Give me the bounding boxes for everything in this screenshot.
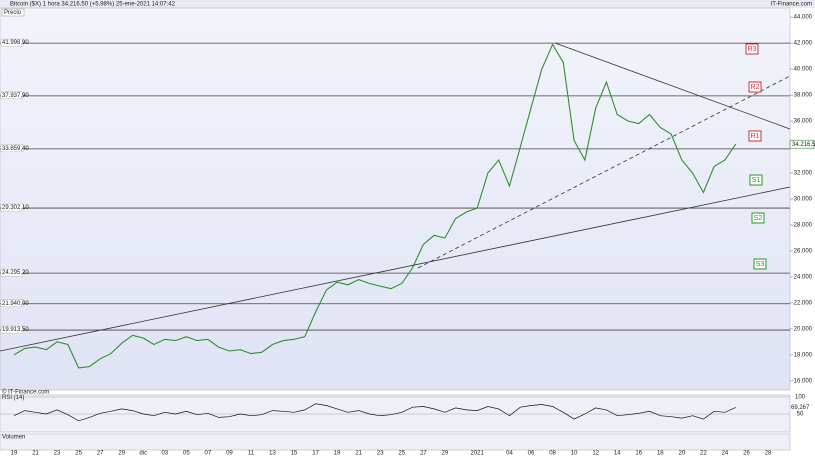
x-tick-label: 20 bbox=[678, 451, 685, 457]
level-label-bg bbox=[0, 38, 24, 47]
y-tick-label: 44.000 bbox=[794, 15, 813, 21]
x-tick-label: 12 bbox=[592, 451, 599, 457]
rsi-tick-label: 50 bbox=[797, 412, 804, 418]
x-tick-label: 28 bbox=[765, 451, 772, 457]
annotation-box bbox=[753, 258, 767, 270]
annotation-box bbox=[749, 174, 763, 186]
annotation-box bbox=[748, 81, 762, 93]
x-tick-label: 06 bbox=[528, 451, 535, 457]
x-tick-label: 17 bbox=[312, 451, 319, 457]
y-tick-label: 40.000 bbox=[794, 67, 813, 73]
level-label: 21.940,00 bbox=[2, 301, 29, 307]
y-tick-label: 30.000 bbox=[794, 197, 813, 203]
x-tick-label: 25 bbox=[75, 451, 82, 457]
x-tick-label: 09 bbox=[226, 451, 233, 457]
y-tick-label: 16.000 bbox=[794, 378, 813, 384]
x-tick-label: 24 bbox=[722, 451, 729, 457]
x-tick-label: 19 bbox=[334, 451, 341, 457]
y-tick-label: 38.000 bbox=[794, 93, 813, 99]
volume-panel bbox=[0, 433, 791, 451]
x-tick-label: 29 bbox=[118, 451, 125, 457]
y-tick-label: 28.000 bbox=[794, 223, 813, 229]
annotation: R1 bbox=[751, 133, 760, 140]
x-tick-label: 21 bbox=[32, 451, 39, 457]
annotation-box bbox=[751, 212, 765, 224]
annotation-boxes: R3 R2 R1 S1 S2 S3 bbox=[745, 43, 767, 270]
watermark: © IT-Finance.com bbox=[2, 389, 49, 396]
level-label-bg bbox=[0, 268, 24, 277]
annotation-box bbox=[745, 43, 759, 55]
legend-entry: Precio bbox=[4, 10, 22, 16]
rsi-tick-label: 100 bbox=[795, 395, 806, 401]
header-title: Bitcoin ($X) 1 hora 34.216,50 (+5,98%) 2… bbox=[10, 2, 176, 8]
level-label: 41.998,90 bbox=[2, 40, 29, 46]
current-price: 34.216,50 bbox=[792, 142, 815, 148]
y-tick-label: 18.000 bbox=[794, 352, 813, 358]
y-tick-label: 36.000 bbox=[794, 119, 813, 125]
price-panel bbox=[0, 7, 791, 391]
level-label: 19.913,50 bbox=[2, 327, 29, 333]
x-tick-label: 16 bbox=[635, 451, 642, 457]
annotation-box bbox=[748, 130, 762, 142]
level-label-bg bbox=[0, 144, 24, 153]
x-tick-label: 14 bbox=[614, 451, 621, 457]
x-tick-label: 23 bbox=[377, 451, 384, 457]
x-tick-label: 15 bbox=[291, 451, 298, 457]
current-price-bg bbox=[789, 139, 815, 149]
y-tick-label: 42.000 bbox=[794, 41, 813, 47]
annotation: S2 bbox=[754, 215, 763, 222]
x-tick-label: 22 bbox=[700, 451, 707, 457]
annotation: S1 bbox=[752, 177, 761, 184]
level-label: 37.937,90 bbox=[2, 93, 29, 99]
x-tick-label: 08 bbox=[549, 451, 556, 457]
x-tick-label: 05 bbox=[183, 451, 190, 457]
x-tick-label: 26 bbox=[743, 451, 750, 457]
x-tick-label: 07 bbox=[205, 451, 212, 457]
x-tick-label: 23 bbox=[54, 451, 61, 457]
x-tick-label: 2021 bbox=[470, 451, 484, 457]
x-tick-label: 21 bbox=[355, 451, 362, 457]
x-tick-label: 13 bbox=[269, 451, 276, 457]
level-label-bg bbox=[0, 91, 24, 100]
level-label: 29.302,10 bbox=[2, 205, 29, 211]
annotation: R3 bbox=[748, 46, 757, 53]
x-tick-label: 04 bbox=[506, 451, 513, 457]
trendline-support bbox=[0, 186, 791, 352]
level-label-bg bbox=[0, 203, 24, 212]
x-tick-label: dic bbox=[139, 451, 147, 457]
annotation: R2 bbox=[751, 84, 760, 91]
y-tick-label: 24.000 bbox=[794, 275, 813, 281]
x-tick-label: 27 bbox=[420, 451, 427, 457]
x-tick-label: 25 bbox=[398, 451, 405, 457]
x-tick-label: 29 bbox=[442, 451, 449, 457]
price-line bbox=[13, 43, 737, 369]
level-label-bg bbox=[0, 325, 24, 334]
y-tick-label: 22.000 bbox=[794, 301, 813, 307]
x-tick-label: 27 bbox=[97, 451, 104, 457]
level-label: 24.295,20 bbox=[2, 270, 29, 276]
header-bar bbox=[0, 0, 815, 8]
y-tick-label: 32.000 bbox=[794, 171, 813, 177]
x-tick-label: 03 bbox=[161, 451, 168, 457]
rsi-current: 69,267 bbox=[791, 405, 810, 411]
rsi-line bbox=[13, 403, 736, 422]
level-label-bg bbox=[0, 299, 24, 307]
trendline-resistance bbox=[554, 42, 791, 130]
volume-label: Volumen bbox=[2, 435, 25, 441]
level-label: 33.859,40 bbox=[2, 146, 29, 152]
x-tick-label: 19 bbox=[11, 451, 18, 457]
legend-box bbox=[1, 8, 25, 17]
annotation: S3 bbox=[756, 261, 765, 268]
x-tick-label: 10 bbox=[571, 451, 578, 457]
x-tick-label: 18 bbox=[657, 451, 664, 457]
x-tick-label: 11 bbox=[248, 451, 255, 457]
y-tick-label: 20.000 bbox=[794, 327, 813, 333]
y-tick-label: 26.000 bbox=[794, 249, 813, 255]
brand: IT-Finance.com bbox=[771, 2, 812, 8]
rsi-label: RSI (14) bbox=[2, 395, 24, 401]
